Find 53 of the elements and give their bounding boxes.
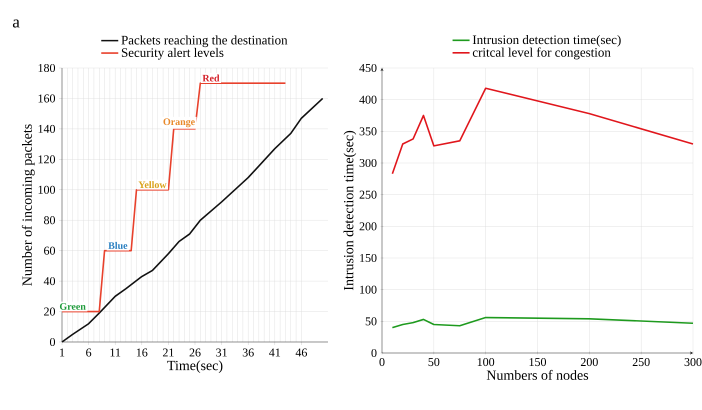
x-tick-label: 16 bbox=[136, 348, 148, 357]
line-series bbox=[61, 98, 324, 343]
y-tick-label: 300 bbox=[360, 158, 377, 168]
legend-label: Security alert levels bbox=[122, 48, 224, 60]
annotation: Blue bbox=[108, 242, 128, 249]
x-tick-label: 300 bbox=[684, 358, 702, 366]
line-series bbox=[392, 316, 694, 328]
x-tick-label: 36 bbox=[242, 348, 254, 357]
y-tick-label: 40 bbox=[44, 277, 56, 286]
y-tick-label: 50 bbox=[366, 317, 377, 326]
x-tick-label: 1 bbox=[60, 348, 64, 356]
annotation: Green bbox=[60, 303, 86, 310]
annotation: Orange bbox=[163, 118, 195, 128]
x-axis-title: Numbers of nodes bbox=[486, 370, 588, 380]
y-tick-label: 180 bbox=[38, 64, 56, 72]
x-tick-label: 200 bbox=[580, 358, 598, 366]
y-tick-label: 0 bbox=[50, 338, 56, 346]
annotation: Yellow bbox=[138, 181, 167, 188]
y-tick-label: 160 bbox=[38, 94, 56, 102]
x-tick-label: 0 bbox=[379, 358, 385, 366]
y-tick-label: 350 bbox=[360, 127, 377, 136]
y-axis-title: Intrusion detection time(sec) bbox=[344, 130, 356, 290]
y-tick-label: 100 bbox=[360, 286, 377, 294]
y-axis-title: Number of incoming packets bbox=[22, 124, 35, 286]
x-tick-label: 250 bbox=[632, 358, 650, 366]
y-tick-label: 140 bbox=[38, 124, 56, 133]
y-tick-label: 400 bbox=[359, 96, 377, 104]
x-tick-label: 11 bbox=[110, 348, 120, 356]
x-tick-label: 6 bbox=[86, 348, 92, 357]
x-tick-label: 50 bbox=[428, 358, 440, 366]
line-series bbox=[392, 87, 694, 175]
x-tick-label: 31 bbox=[216, 348, 227, 357]
y-tick-label: 150 bbox=[360, 254, 377, 262]
y-tick-label: 450 bbox=[359, 64, 377, 72]
x-tick-label: 26 bbox=[190, 348, 201, 357]
annotation: Red bbox=[202, 74, 220, 82]
y-tick-label: 60 bbox=[44, 246, 56, 255]
x-tick-label: 41 bbox=[269, 348, 280, 356]
y-tick-label: 80 bbox=[44, 216, 56, 224]
x-tick-label: 100 bbox=[478, 358, 494, 366]
y-tick-label: 250 bbox=[360, 190, 377, 199]
x-tick-label: 46 bbox=[296, 348, 308, 357]
y-tick-label: 20 bbox=[44, 308, 56, 316]
legend-label: Intrusion detection time(sec) bbox=[472, 35, 621, 47]
x-tick-label: 150 bbox=[530, 358, 546, 366]
y-tick-label: 100 bbox=[38, 186, 56, 194]
legend-label: critcal level for congestion bbox=[472, 47, 611, 60]
y-tick-label: 120 bbox=[38, 155, 56, 164]
legend-label: Packets reaching the destination bbox=[121, 35, 288, 48]
text: a bbox=[12, 19, 20, 28]
y-tick-label: 200 bbox=[360, 222, 377, 230]
x-tick-label: 21 bbox=[162, 348, 174, 356]
x-axis-title: Time(sec) bbox=[167, 360, 222, 374]
